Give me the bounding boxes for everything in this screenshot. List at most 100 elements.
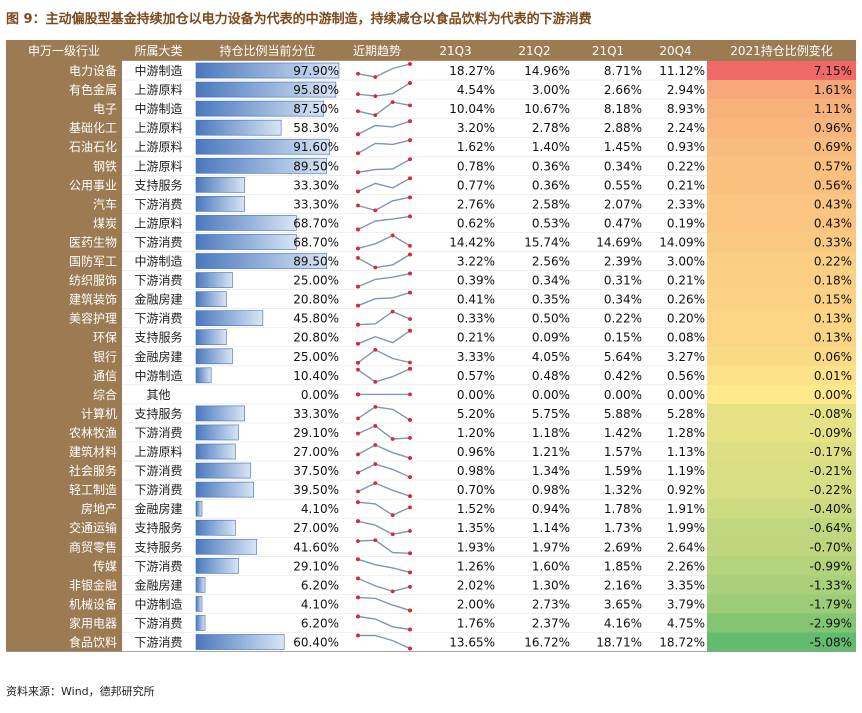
percentile-value: 89.50%	[293, 255, 339, 269]
percentile-value: 97.90%	[293, 64, 339, 78]
category-label: 下游消费	[134, 464, 182, 478]
percentile-bar	[195, 424, 239, 441]
industry-label: 电子	[93, 102, 117, 116]
change-value: -1.33%	[810, 578, 852, 592]
trend-line	[357, 520, 411, 536]
industry-label: 轻工制造	[69, 483, 117, 497]
quarter-value: 0.47%	[604, 216, 642, 230]
quarter-value: 0.00%	[457, 388, 495, 402]
quarter-value: 3.35%	[667, 578, 705, 592]
quarter-value: 3.20%	[457, 121, 495, 135]
category-label: 下游消费	[134, 559, 182, 573]
industry-label: 钢铁	[93, 159, 117, 173]
quarter-value: 14.09%	[659, 235, 705, 249]
trend-point	[356, 132, 360, 137]
column-header: 2021持仓比例变化	[730, 43, 833, 58]
trend-line	[357, 158, 411, 173]
trend-point	[356, 322, 360, 327]
trend-point	[408, 214, 412, 219]
trend-point	[390, 100, 395, 104]
column-header: 21Q3	[439, 44, 471, 58]
change-value: -2.99%	[810, 616, 852, 630]
quarter-value: 0.21%	[457, 331, 495, 345]
percentile-value: 0.00%	[301, 388, 339, 402]
quarter-value: 1.78%	[604, 502, 642, 516]
trend-line	[357, 139, 411, 154]
trend-line	[357, 82, 411, 97]
industry-label: 有色金属	[69, 82, 117, 97]
trend-line	[357, 577, 411, 593]
trend-point	[356, 539, 360, 544]
quarter-value: 0.41%	[457, 293, 495, 307]
percentile-value: 33.30%	[293, 407, 339, 421]
quarter-value: 1.21%	[532, 445, 570, 459]
trend-point	[356, 189, 360, 194]
change-cell	[707, 461, 856, 481]
trend-point	[408, 475, 412, 479]
quarter-value: 8.93%	[667, 102, 705, 116]
percentile-value: 39.50%	[293, 483, 339, 497]
percentile-bar	[195, 215, 297, 231]
category-label: 支持服务	[134, 520, 182, 535]
percentile-value: 4.10%	[301, 597, 339, 611]
percentile-value: 27.00%	[293, 445, 339, 459]
trend-point	[356, 256, 360, 260]
figure-title: 图 9：主动偏股型基金持续加仓以电力设备为代表的中游制造，持续减仓以食品饮料为代…	[6, 12, 592, 27]
percentile-bar	[195, 596, 203, 612]
quarter-value: 0.56%	[667, 369, 705, 383]
quarter-value: 0.20%	[667, 312, 705, 326]
trend-point	[356, 151, 360, 156]
change-value: 0.33%	[814, 235, 852, 249]
industry-label: 农林牧渔	[69, 426, 117, 440]
industry-label: 家用电器	[69, 615, 117, 630]
change-cell	[707, 213, 856, 233]
percentile-bar	[195, 519, 236, 536]
quarter-value: 0.21%	[667, 274, 705, 288]
quarter-value: 1.34%	[532, 464, 570, 478]
trend-line	[357, 63, 411, 78]
quarter-value: 4.75%	[667, 616, 705, 630]
percentile-value: 91.60%	[293, 140, 339, 154]
quarter-value: 1.62%	[457, 140, 495, 154]
quarter-value: 0.36%	[532, 159, 570, 173]
trend-line	[357, 330, 411, 345]
trend-point	[373, 443, 378, 447]
column-header: 所属大类	[134, 44, 182, 58]
quarter-value: 1.19%	[667, 464, 705, 478]
percentile-value: 6.20%	[301, 578, 339, 592]
trend-point	[356, 367, 360, 372]
percentile-value: 45.80%	[293, 312, 339, 326]
category-label: 中游制造	[134, 63, 182, 78]
quarter-value: 1.99%	[667, 521, 705, 535]
trend-point	[390, 309, 395, 314]
quarter-value: 1.40%	[532, 140, 570, 154]
quarter-value: 3.22%	[457, 255, 495, 269]
trend-point	[356, 470, 360, 475]
percentile-bar	[195, 462, 252, 479]
quarter-value: 1.73%	[604, 521, 642, 535]
column-header: 21Q2	[518, 44, 550, 58]
quarter-value: 5.28%	[667, 407, 705, 421]
change-value: -0.09%	[810, 426, 852, 440]
quarter-value: 0.26%	[667, 293, 705, 307]
quarter-value: 5.20%	[457, 407, 495, 421]
quarter-value: 3.27%	[667, 350, 705, 364]
change-cell	[707, 365, 856, 386]
quarter-value: 2.00%	[457, 597, 495, 611]
change-cell	[707, 480, 856, 500]
category-label: 上游原料	[134, 445, 182, 459]
trend-point	[408, 584, 412, 589]
change-cell	[707, 80, 856, 100]
quarter-value: 2.64%	[667, 540, 705, 554]
quarter-value: 1.30%	[532, 578, 570, 592]
change-cell	[707, 403, 856, 424]
quarter-value: 1.76%	[457, 616, 495, 630]
trend-point	[408, 328, 412, 333]
quarter-value: 0.00%	[604, 388, 642, 402]
trend-point	[408, 138, 412, 143]
quarter-value: 0.57%	[457, 369, 495, 383]
column-header: 21Q1	[592, 44, 624, 58]
trend-point	[408, 436, 412, 440]
industry-label: 食品饮料	[69, 635, 117, 650]
quarter-value: 0.22%	[667, 159, 705, 173]
